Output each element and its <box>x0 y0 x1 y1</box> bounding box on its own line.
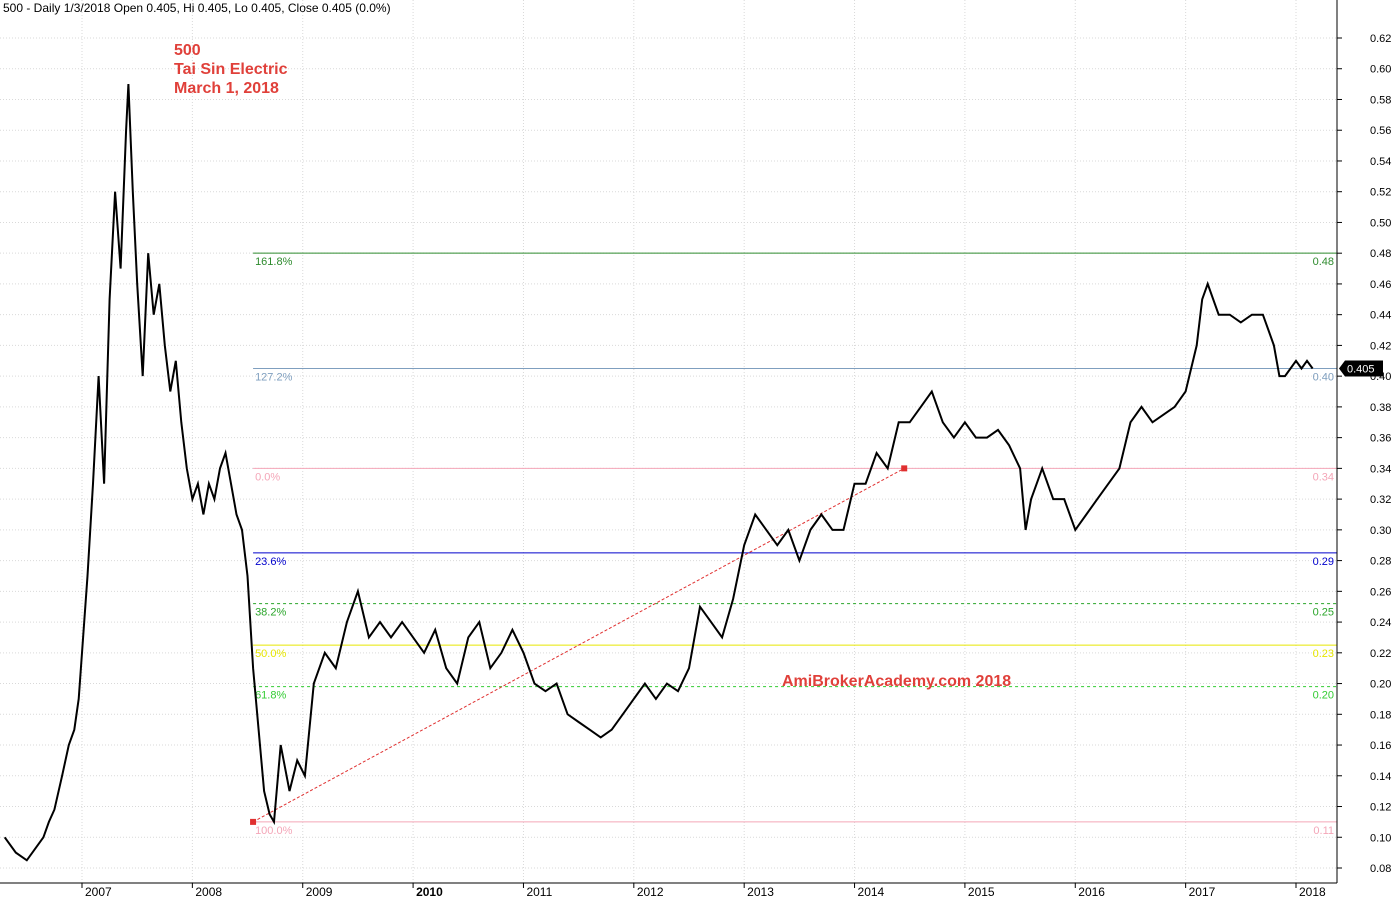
y-axis-ticks: 0.08 0.10 0.12 0.14 0.16 0.18 0.20 0.22 0.24 0.26… <box>1337 33 1391 875</box>
y-tick-label: 0.24 <box>1370 617 1391 629</box>
y-tick-label: 0.36 <box>1370 433 1391 445</box>
x-tick-label: 2012 <box>637 885 664 899</box>
x-tick-label: 2010 <box>416 885 443 899</box>
last-price-tag-background <box>1339 360 1383 377</box>
fibonacci-trend <box>250 465 908 825</box>
price-series <box>3 84 1314 862</box>
y-tick-label: 0.16 <box>1370 740 1391 752</box>
fib-level-label: 50.0% <box>255 648 286 660</box>
y-tick-label: 0.62 <box>1370 33 1391 45</box>
x-tick-label: 2016 <box>1078 885 1105 899</box>
y-tick-label: 0.20 <box>1370 679 1391 691</box>
fib-level-value: 0.25 <box>1313 607 1334 619</box>
x-tick-label: 2013 <box>747 885 774 899</box>
fib-level-label: 38.2% <box>255 607 286 619</box>
x-tick-label: 2008 <box>195 885 222 899</box>
fib-level-value: 0.20 <box>1313 690 1334 702</box>
annotation-company: Tai Sin Electric <box>174 61 288 78</box>
y-tick-label: 0.34 <box>1370 463 1391 475</box>
y-tick-label: 0.18 <box>1370 709 1391 721</box>
annotation-symbol: 500 <box>174 42 201 59</box>
y-tick-label: 0.50 <box>1370 217 1391 229</box>
last-price-tag: 0.405 <box>1339 360 1383 377</box>
last-price-tag-text: 0.405 <box>1347 363 1375 375</box>
fib-level-label: 61.8% <box>255 690 286 702</box>
fib-level-value: 0.48 <box>1313 256 1334 268</box>
x-tick-label: 2015 <box>968 885 995 899</box>
y-tick-label: 0.48 <box>1370 248 1391 260</box>
x-axis-ticks: 2007 2008 2009 2010 2011 2012 2013 2014 2015 2016… <box>81 883 1326 899</box>
fib-level-value: 0.40 <box>1313 371 1334 383</box>
fib-level-label: 23.6% <box>255 556 286 568</box>
y-tick-label: 0.12 <box>1370 802 1391 814</box>
y-tick-label: 0.28 <box>1370 556 1391 568</box>
y-tick-label: 0.10 <box>1370 832 1391 844</box>
y-tick-label: 0.44 <box>1370 310 1391 322</box>
fib-level-label: 161.8% <box>255 256 293 268</box>
y-tick-label: 0.52 <box>1370 187 1391 199</box>
fib-level-label: 100.0% <box>255 825 293 837</box>
y-tick-label: 0.26 <box>1370 586 1391 598</box>
fib-level-label: 0.0% <box>255 471 280 483</box>
chart-header: 500 - Daily 1/3/2018 Open 0.405, Hi 0.40… <box>3 1 391 15</box>
x-tick-label: 2007 <box>85 885 112 899</box>
x-tick-label: 2018 <box>1299 885 1326 899</box>
y-tick-label: 0.42 <box>1370 340 1391 352</box>
fib-trend-end-marker <box>901 465 908 472</box>
fib-trend-line <box>252 467 905 823</box>
y-tick-label: 0.58 <box>1370 94 1391 106</box>
x-tick-label: 2017 <box>1189 885 1216 899</box>
fib-trend-start-marker <box>250 818 257 825</box>
y-tick-label: 0.60 <box>1370 64 1391 76</box>
x-tick-label: 2014 <box>858 885 885 899</box>
x-tick-label: 2009 <box>306 885 333 899</box>
annotation-date: March 1, 2018 <box>174 80 279 97</box>
y-tick-label: 0.46 <box>1370 279 1391 291</box>
fibonacci-levels: 161.8% 0.48 127.2% 0.40 0.0% 0.34 23.6% 0.29 38.… <box>253 252 1337 837</box>
y-tick-label: 0.14 <box>1370 771 1391 783</box>
y-tick-label: 0.30 <box>1370 525 1391 537</box>
fib-level-value: 0.34 <box>1313 471 1334 483</box>
y-tick-label: 0.54 <box>1370 156 1391 168</box>
fib-level-value: 0.11 <box>1313 825 1334 837</box>
x-tick-label: 2011 <box>526 885 552 899</box>
watermark: AmiBrokerAcademy.com 2018 <box>782 673 1011 690</box>
y-tick-label: 0.22 <box>1370 648 1391 660</box>
y-tick-label: 0.08 <box>1370 863 1391 875</box>
y-tick-label: 0.56 <box>1370 125 1391 137</box>
y-tick-label: 0.32 <box>1370 494 1391 506</box>
fib-level-label: 127.2% <box>255 371 293 383</box>
fib-level-value: 0.23 <box>1313 648 1334 660</box>
fib-level-value: 0.29 <box>1313 556 1334 568</box>
price-line <box>3 84 1314 862</box>
grid <box>0 0 1337 883</box>
y-tick-label: 0.38 <box>1370 402 1391 414</box>
